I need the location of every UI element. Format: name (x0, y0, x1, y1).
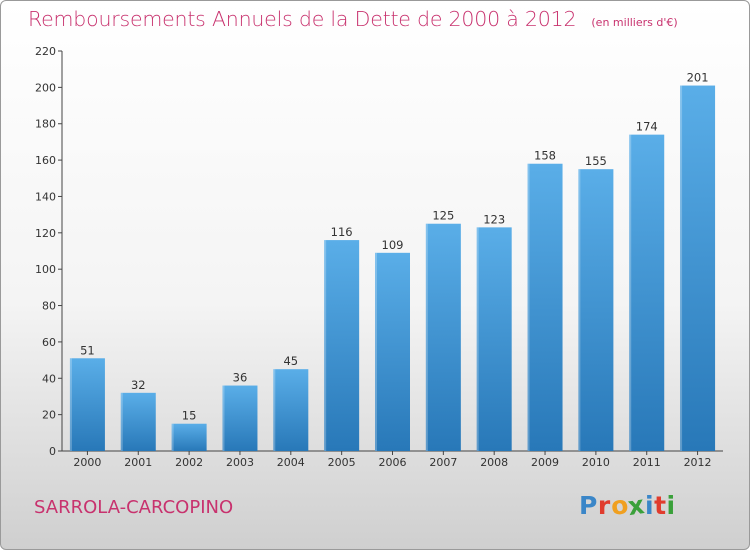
bar-highlight-2012 (680, 85, 683, 451)
bar-highlight-2006 (375, 252, 377, 451)
data-label-2001: 32 (131, 378, 146, 392)
y-tick-label: 140 (35, 190, 56, 203)
y-tick-label: 20 (42, 409, 56, 422)
chart-title-text: Remboursements Annuels de la Dette de 20… (28, 7, 577, 31)
y-tick-label: 200 (35, 81, 56, 94)
x-tick-label-2012: 2012 (684, 456, 712, 469)
bar-highlight-2011 (629, 134, 632, 452)
y-tick-label: 40 (42, 372, 56, 385)
bar-2011 (629, 134, 665, 452)
bar-2012 (680, 85, 716, 451)
bar-2006 (375, 252, 410, 451)
bar-2002 (171, 423, 207, 451)
logo-letter: r (597, 491, 611, 520)
y-tick-label: 220 (35, 45, 56, 58)
data-label-2006: 109 (382, 238, 404, 252)
bar-2000 (69, 358, 105, 451)
bar-2008 (476, 227, 512, 451)
x-tick-label-2006: 2006 (379, 456, 407, 469)
x-tick-label-2007: 2007 (429, 456, 457, 469)
data-label-2012: 201 (687, 71, 709, 85)
y-tick-label: 100 (35, 263, 56, 276)
data-label-2011: 174 (636, 120, 658, 134)
chart-unit-note: (en milliers d'€) (591, 16, 678, 29)
bar-highlight-2003 (222, 385, 225, 451)
proxiti-logo: Proxiti (579, 489, 676, 522)
x-tick-label-2001: 2001 (124, 456, 152, 469)
logo-letter: P (579, 491, 598, 520)
chart-title: Remboursements Annuels de la Dette de 20… (28, 7, 678, 31)
bar-highlight-2004 (273, 369, 276, 451)
y-tick-label: 180 (35, 118, 56, 131)
data-label-2003: 36 (233, 371, 248, 385)
data-label-2007: 125 (432, 209, 454, 223)
x-tick-label-2011: 2011 (633, 456, 661, 469)
logo-letter: t (654, 491, 667, 520)
x-tick-label-2009: 2009 (531, 456, 559, 469)
data-label-2008: 123 (483, 212, 505, 226)
y-tick-label: 160 (35, 154, 56, 167)
bar-2001 (120, 392, 156, 451)
y-tick-label: 60 (42, 336, 56, 349)
bar-2007 (425, 223, 461, 451)
logo-letter: i (666, 491, 676, 520)
bar-2004 (273, 369, 309, 451)
x-tick-label-2004: 2004 (277, 456, 305, 469)
x-tick-label-2000: 2000 (73, 456, 101, 469)
data-label-2000: 51 (80, 343, 95, 357)
data-label-2010: 155 (585, 154, 607, 168)
logo-letter: i (645, 491, 655, 520)
logo-letter: x (626, 489, 647, 522)
data-label-2005: 116 (331, 225, 353, 239)
bar-highlight-2009 (527, 163, 530, 451)
bar-2010 (578, 169, 614, 451)
data-label-2002: 15 (182, 409, 197, 423)
y-tick-label: 120 (35, 227, 56, 240)
x-tick-label-2008: 2008 (480, 456, 508, 469)
x-tick-label-2010: 2010 (582, 456, 610, 469)
bar-2005 (324, 240, 360, 451)
x-tick-label-2002: 2002 (175, 456, 203, 469)
bar-highlight-2008 (476, 227, 479, 451)
y-tick-label: 80 (42, 300, 56, 313)
bar-highlight-2000 (69, 358, 72, 451)
bar-highlight-2010 (578, 169, 581, 451)
x-tick-label-2003: 2003 (226, 456, 254, 469)
bar-highlight-2001 (120, 392, 123, 451)
bar-2009 (527, 163, 563, 451)
data-label-2009: 158 (534, 149, 556, 163)
bar-highlight-2002 (171, 423, 174, 451)
bar-2003 (222, 385, 258, 451)
bar-highlight-2007 (425, 223, 428, 451)
x-tick-label-2005: 2005 (328, 456, 356, 469)
commune-name: SARROLA-CARCOPINO (34, 497, 234, 518)
data-label-2004: 45 (283, 354, 298, 368)
y-tick-label: 0 (49, 445, 56, 458)
bar-highlight-2005 (324, 240, 327, 451)
